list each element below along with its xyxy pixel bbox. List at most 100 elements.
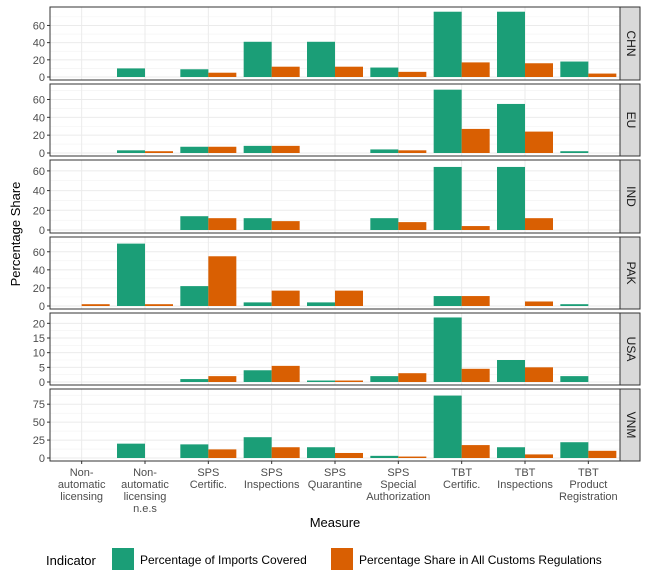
y-tick-label: 60 (33, 20, 45, 32)
bar-imports-ind-3 (243, 218, 272, 230)
x-tick-label-line: licensing (60, 491, 103, 503)
facet-usa: 0 5 10 15 20 USA (33, 312, 641, 389)
bar-imports-ind-5 (370, 218, 399, 230)
bar-imports-pak-4 (307, 302, 335, 306)
bar-imports-usa-8 (560, 376, 589, 382)
bar-customs-chn-2 (208, 72, 237, 77)
bar-imports-usa-5 (370, 376, 399, 382)
y-tick-label: 25 (33, 435, 45, 447)
bar-imports-eu-5 (370, 149, 399, 153)
y-tick-label: 20 (33, 318, 45, 330)
x-tick-label-line: automatic (58, 479, 106, 491)
facet-label-vnm: VNM (624, 412, 638, 439)
bar-imports-eu-8 (560, 151, 589, 153)
legend-key-imports (112, 548, 134, 570)
bar-imports-vnm-2 (180, 444, 209, 458)
bar-customs-ind-2 (208, 218, 237, 230)
y-tick-label: 0 (39, 377, 45, 389)
x-tick-label-line: SPS (387, 467, 409, 479)
x-tick-label-line: Non- (133, 467, 157, 479)
bar-customs-eu-3 (271, 145, 300, 153)
facet-label-usa: USA (624, 337, 638, 362)
bar-customs-usa-7 (525, 367, 553, 382)
facet-strip (619, 159, 641, 234)
bar-imports-eu-2 (180, 146, 209, 153)
bar-customs-eu-7 (525, 131, 553, 153)
bar-imports-eu-6 (433, 89, 462, 153)
bar-imports-usa-4 (307, 380, 335, 382)
bar-customs-pak-0 (81, 304, 110, 306)
bar-imports-vnm-1 (117, 443, 145, 458)
bar-imports-vnm-4 (307, 447, 335, 458)
bar-imports-ind-6 (433, 166, 462, 230)
facet-pak: 0 20 40 60 PAK (33, 236, 641, 313)
bar-customs-vnm-8 (588, 450, 617, 458)
x-tick-label: SPS Quarantine (308, 467, 362, 491)
bar-imports-eu-3 (243, 145, 272, 153)
x-tick-label: SPS Certific. (190, 467, 227, 491)
facet-label-ind: IND (624, 186, 638, 207)
bar-imports-vnm-6 (433, 395, 462, 458)
x-tick-label-line: Authorization (366, 491, 430, 503)
bar-customs-ind-3 (271, 221, 300, 230)
facet-strip (619, 83, 641, 157)
bar-customs-chn-4 (335, 66, 363, 77)
y-tick-label: 15 (33, 333, 45, 345)
facet-vnm: 0 25 50 75 VNM (33, 388, 641, 465)
bar-customs-vnm-6 (461, 445, 490, 458)
y-tick-label: 20 (33, 130, 45, 142)
bar-customs-vnm-2 (208, 449, 237, 458)
y-tick-label: 40 (33, 265, 45, 277)
y-tick-label: 5 (39, 362, 45, 374)
legend-key-customs (331, 548, 353, 570)
x-tick-label-line: Quarantine (308, 479, 362, 491)
x-tick-label-line: licensing (124, 491, 167, 503)
y-tick-label: 10 (33, 348, 45, 360)
bar-customs-eu-1 (145, 151, 173, 153)
bar-imports-vnm-8 (560, 442, 589, 458)
bar-customs-chn-8 (588, 73, 617, 77)
bar-customs-usa-3 (271, 365, 300, 382)
y-tick-label: 50 (33, 417, 45, 429)
x-tick-label-line: automatic (121, 479, 169, 491)
x-tick-label: Non-automatic licensing (58, 467, 106, 503)
bar-customs-pak-1 (145, 304, 173, 306)
bar-customs-usa-5 (398, 373, 427, 382)
x-tick-label: Non-automatic licensing n.e.s (121, 467, 169, 515)
y-tick-label: 0 (39, 148, 45, 160)
facet-label-eu: EU (624, 112, 638, 129)
x-tick-label: SPS Inspections (244, 467, 300, 491)
bar-customs-vnm-3 (271, 447, 300, 458)
bar-imports-usa-2 (180, 379, 209, 382)
facet-ind: 0 20 40 60 IND (33, 159, 641, 237)
facet-eu: 0 20 40 60 EU (33, 83, 641, 160)
bar-customs-usa-2 (208, 376, 237, 382)
bar-customs-pak-4 (335, 290, 363, 306)
y-tick-label: 40 (33, 38, 45, 50)
y-tick-label: 60 (33, 94, 45, 106)
x-tick-label-line: SPS (261, 467, 283, 479)
facet-chn: 0 20 40 60 CHN (33, 6, 641, 84)
bar-imports-chn-4 (307, 41, 335, 77)
legend: Indicator Percentage of Imports Covered … (46, 548, 602, 570)
y-tick-label: 0 (39, 453, 45, 465)
x-tick-label-line: TBT (578, 467, 599, 479)
bar-imports-vnm-7 (497, 447, 525, 458)
y-tick-label: 75 (33, 399, 45, 411)
facet-strip (619, 312, 641, 386)
bar-imports-pak-3 (243, 302, 272, 306)
y-tick-label: 60 (33, 247, 45, 259)
facet-strip (619, 236, 641, 310)
x-tick-label-line: Certific. (443, 479, 480, 491)
bar-customs-vnm-5 (398, 456, 427, 458)
x-tick-label-line: Inspections (497, 479, 553, 491)
legend-label-imports: Percentage of Imports Covered (140, 553, 307, 567)
legend-title: Indicator (46, 553, 97, 568)
bar-imports-pak-6 (433, 296, 462, 306)
bar-customs-pak-3 (271, 290, 300, 306)
x-tick-label-line: Non- (70, 467, 94, 479)
x-tick-label-line: SPS (197, 467, 219, 479)
bar-imports-chn-7 (497, 11, 525, 77)
bar-imports-chn-2 (180, 69, 209, 77)
